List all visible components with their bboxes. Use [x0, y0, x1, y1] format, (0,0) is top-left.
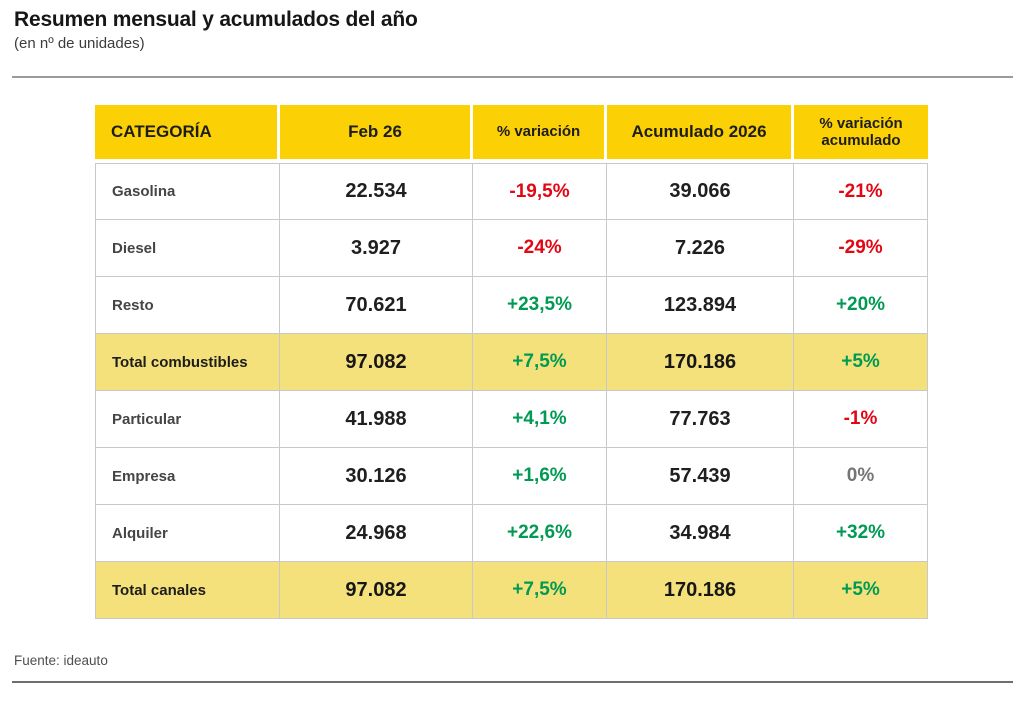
variation-cell: +22,6% — [473, 505, 607, 562]
page-title: Resumen mensual y acumulados del año — [14, 8, 418, 31]
feb26-cell: 97.082 — [280, 334, 473, 391]
category-cell: Diesel — [95, 220, 280, 277]
category-cell: Empresa — [95, 448, 280, 505]
summary-table: CATEGORÍA Feb 26 % variación Acumulado 2… — [95, 105, 928, 619]
acumulado-cell: 39.066 — [607, 163, 794, 220]
acumulado-cell: 77.763 — [607, 391, 794, 448]
table-row: Gasolina 22.534 -19,5% 39.066 -21% — [95, 163, 928, 220]
variation-cell: -19,5% — [473, 163, 607, 220]
acumulado-cell: 123.894 — [607, 277, 794, 334]
table-row: Alquiler 24.968 +22,6% 34.984 +32% — [95, 505, 928, 562]
category-cell: Gasolina — [95, 163, 280, 220]
variation-cell: -24% — [473, 220, 607, 277]
header-feb26: Feb 26 — [280, 105, 473, 163]
category-cell: Total canales — [95, 562, 280, 619]
variation-cell: +4,1% — [473, 391, 607, 448]
table-row-total: Total canales 97.082 +7,5% 170.186 +5% — [95, 562, 928, 619]
variation-acum-cell: +32% — [794, 505, 928, 562]
table-row: Particular 41.988 +4,1% 77.763 -1% — [95, 391, 928, 448]
header-variacion: % variación — [473, 105, 607, 163]
table-row-total: Total combustibles 97.082 +7,5% 170.186 … — [95, 334, 928, 391]
variation-cell: +7,5% — [473, 562, 607, 619]
source-note: Fuente: ideauto — [14, 653, 108, 668]
table-body: Gasolina 22.534 -19,5% 39.066 -21% Diese… — [95, 163, 928, 619]
bottom-divider — [12, 681, 1013, 683]
table-header: CATEGORÍA Feb 26 % variación Acumulado 2… — [95, 105, 928, 163]
page-header: Resumen mensual y acumulados del año (en… — [14, 8, 418, 52]
variation-acum-cell: +5% — [794, 334, 928, 391]
top-divider — [12, 76, 1013, 78]
feb26-cell: 24.968 — [280, 505, 473, 562]
feb26-cell: 3.927 — [280, 220, 473, 277]
variation-cell: +1,6% — [473, 448, 607, 505]
header-acumulado: Acumulado 2026 — [607, 105, 794, 163]
header-row: CATEGORÍA Feb 26 % variación Acumulado 2… — [95, 105, 928, 163]
table-row: Resto 70.621 +23,5% 123.894 +20% — [95, 277, 928, 334]
acumulado-cell: 170.186 — [607, 334, 794, 391]
variation-cell: +23,5% — [473, 277, 607, 334]
feb26-cell: 22.534 — [280, 163, 473, 220]
feb26-cell: 70.621 — [280, 277, 473, 334]
acumulado-cell: 7.226 — [607, 220, 794, 277]
variation-cell: +7,5% — [473, 334, 607, 391]
category-cell: Alquiler — [95, 505, 280, 562]
page-subtitle: (en nº de unidades) — [14, 35, 145, 52]
feb26-cell: 97.082 — [280, 562, 473, 619]
variation-acum-cell: +5% — [794, 562, 928, 619]
table-row: Empresa 30.126 +1,6% 57.439 0% — [95, 448, 928, 505]
variation-acum-cell: 0% — [794, 448, 928, 505]
acumulado-cell: 170.186 — [607, 562, 794, 619]
table-row: Diesel 3.927 -24% 7.226 -29% — [95, 220, 928, 277]
variation-acum-cell: -21% — [794, 163, 928, 220]
acumulado-cell: 57.439 — [607, 448, 794, 505]
header-categoria: CATEGORÍA — [95, 105, 280, 163]
acumulado-cell: 34.984 — [607, 505, 794, 562]
category-cell: Particular — [95, 391, 280, 448]
variation-acum-cell: -29% — [794, 220, 928, 277]
category-cell: Resto — [95, 277, 280, 334]
variation-acum-cell: -1% — [794, 391, 928, 448]
variation-acum-cell: +20% — [794, 277, 928, 334]
category-cell: Total combustibles — [95, 334, 280, 391]
feb26-cell: 41.988 — [280, 391, 473, 448]
feb26-cell: 30.126 — [280, 448, 473, 505]
header-variacion-acumulado: % variación acumulado — [794, 105, 928, 163]
